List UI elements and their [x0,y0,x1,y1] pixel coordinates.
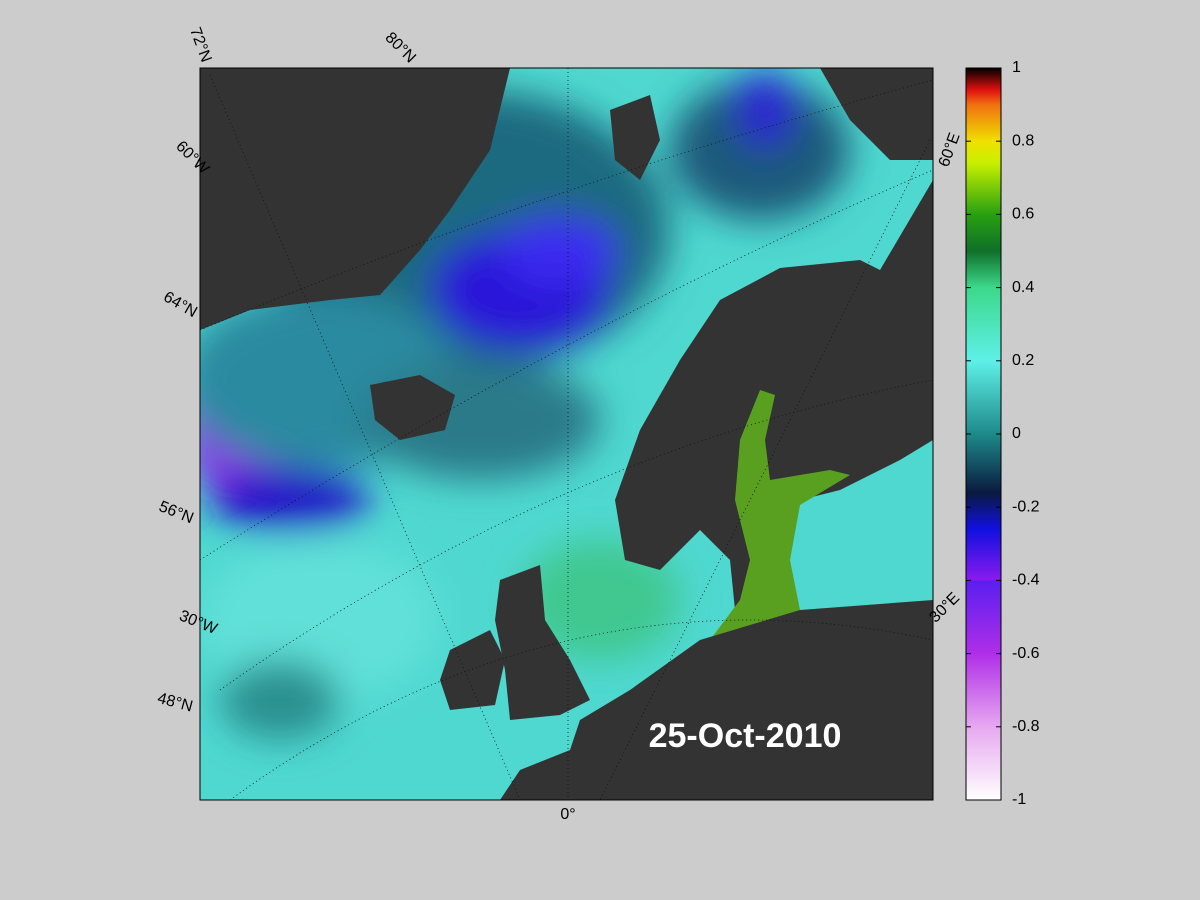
graticule-label: 48°N [156,690,195,716]
graticule [200,68,933,800]
colorbar-tick-label: 0 [1012,425,1021,442]
colorbar-tick-label: 1 [1012,59,1021,76]
greenland [200,68,510,330]
colorbar-tick-label: 0.2 [1012,352,1034,369]
map-frame [199,67,934,801]
britain [495,565,590,720]
map: 25-Oct-2010 [200,68,933,800]
ireland [440,630,505,710]
graticule-label: 64°N [160,288,199,321]
colorbar-tick-label: -0.4 [1012,572,1040,589]
colorbar [965,67,1002,801]
colorbar-tick-label: 0.4 [1012,279,1034,296]
colorbar-tick-label: -0.2 [1012,498,1040,515]
date-label: 25-Oct-2010 [649,717,842,755]
europe [500,600,933,800]
svalbard [610,95,660,180]
baltic-sea [710,390,850,640]
graticule-label: 56°N [156,498,196,527]
novaya-zemlya [820,68,933,160]
graticule-label: 80°N [382,29,419,66]
graticule-label: 72°N [186,25,214,64]
colorbar-tick-label: 0.8 [1012,132,1034,149]
colorbar-tick-label: -0.6 [1012,645,1040,662]
graticule-label: 60°E [936,131,964,170]
graticule-label: 0° [560,806,575,823]
anomaly-field [200,70,850,740]
colorbar-tick-label: -0.8 [1012,718,1040,735]
iceland [370,375,455,440]
colorbar-tick-label: 0.6 [1012,206,1034,223]
colorbar-tick-label: -1 [1012,791,1026,808]
